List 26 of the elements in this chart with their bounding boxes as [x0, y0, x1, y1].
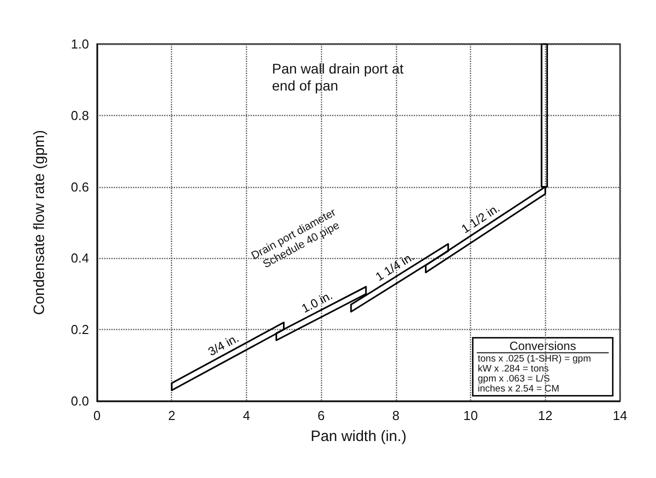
y-tick-label: 1.0 [70, 36, 89, 52]
text: 3/4 in. [206, 330, 242, 359]
x-tick-label: 10 [463, 408, 478, 423]
y-tick-label: 0.8 [70, 108, 89, 123]
x-tick-label: 2 [168, 408, 176, 423]
annotation: gpm x .063 = L/S [478, 373, 550, 384]
text: Pan wall drain port at end of pan [272, 60, 408, 94]
annotation: Conversions [509, 338, 576, 353]
x-tick-label: 4 [242, 408, 250, 423]
y-tick-label: 0.2 [70, 322, 89, 338]
y-tick-label: 0.0 [70, 394, 89, 408]
x-tick-label: 12 [538, 408, 553, 423]
annotation: tons x .025 (1-SHR) = gpm [478, 353, 592, 364]
x-tick-label: 0 [93, 408, 101, 423]
text: 1.0 in. [299, 288, 335, 316]
annotation: kW x .284 = tons [478, 363, 550, 374]
y-tick-label: 0.4 [70, 250, 89, 266]
text: 1 1/4 in. [373, 249, 417, 284]
x-axis-title: Pan width (in.) [310, 428, 406, 445]
y-axis-title: Condensate flow rate (gpm) [31, 130, 48, 316]
annotation: inches x 2.54 = CM [478, 383, 560, 394]
x-tick-label: 14 [612, 408, 628, 423]
x-tick-label: 8 [392, 408, 400, 423]
y-tick-label: 0.6 [70, 179, 89, 194]
x-tick-label: 6 [318, 408, 325, 423]
text: 1 1/2 in. [458, 200, 502, 236]
